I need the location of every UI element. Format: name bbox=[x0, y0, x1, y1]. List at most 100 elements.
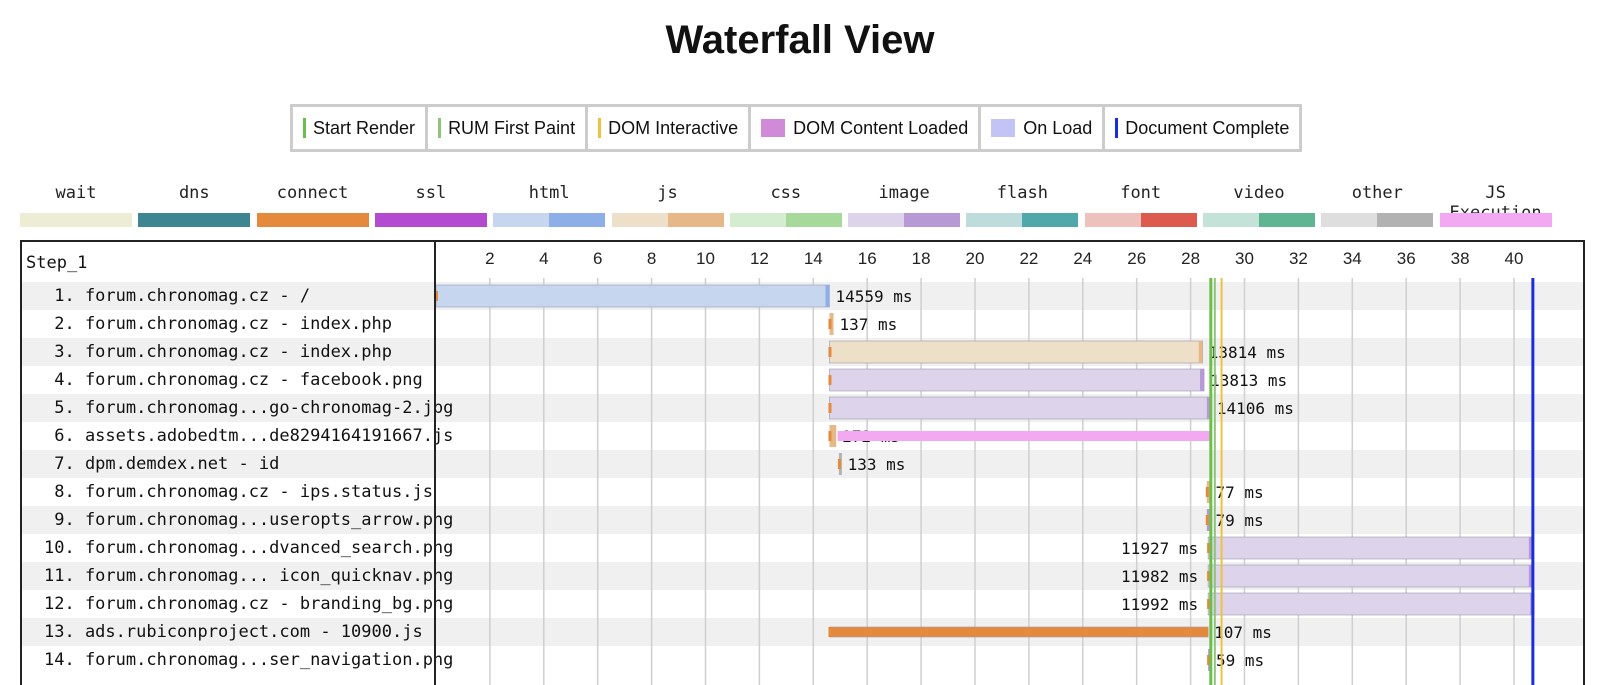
type-legend-bar bbox=[966, 213, 1079, 227]
request-connect-tick bbox=[1205, 487, 1209, 497]
type-legend-other: other bbox=[1321, 183, 1434, 227]
type-legend-video: video bbox=[1203, 183, 1315, 227]
type-legend-bar bbox=[848, 213, 961, 227]
request-duration-label: 14559 ms bbox=[835, 287, 912, 306]
request-duration-label: 133 ms bbox=[848, 455, 906, 474]
x-tick-label: 18 bbox=[912, 249, 931, 268]
legend-label: Document Complete bbox=[1125, 117, 1290, 138]
type-legend-label: ssl bbox=[415, 183, 447, 203]
x-tick-label: 20 bbox=[966, 249, 985, 268]
request-bar bbox=[829, 313, 834, 335]
row-background bbox=[22, 394, 1583, 422]
type-legend-js-execution: JS Execution bbox=[1439, 183, 1552, 227]
request-connect-tick bbox=[837, 459, 841, 469]
request-connect-tick bbox=[1207, 655, 1211, 665]
request-duration-label: 107 ms bbox=[1214, 623, 1272, 642]
type-legend-label: font bbox=[1120, 183, 1162, 203]
type-legend-ssl: ssl bbox=[374, 183, 487, 227]
request-row-label: 14. forum.chronomag...ser_navigation.png bbox=[44, 650, 454, 670]
request-connect-tick bbox=[828, 347, 832, 357]
request-row-label: 3. forum.chronomag.cz - index.php bbox=[44, 342, 392, 362]
request-bar-download bbox=[1206, 397, 1211, 419]
row-background bbox=[22, 506, 1583, 534]
request-connect-tick bbox=[828, 403, 832, 413]
type-legend-bar bbox=[1084, 213, 1197, 227]
type-legend-bar bbox=[611, 213, 724, 227]
request-bar bbox=[829, 626, 1209, 638]
type-legend-image: image bbox=[848, 183, 961, 227]
legend-item-rum-first-paint: RUM First Paint bbox=[428, 107, 589, 149]
type-legend-connect: connect bbox=[256, 183, 369, 227]
type-legend-label: wait bbox=[55, 183, 97, 203]
type-legend-label: other bbox=[1351, 183, 1403, 203]
x-tick-label: 40 bbox=[1505, 249, 1524, 268]
request-connect-tick bbox=[1205, 515, 1209, 525]
request-connect-tick bbox=[828, 319, 832, 329]
type-legend-label: dns bbox=[178, 183, 210, 203]
legend-item-document-complete: Document Complete bbox=[1105, 107, 1299, 149]
js-execution-span bbox=[837, 431, 1210, 441]
request-bar bbox=[829, 425, 837, 447]
legend-label: RUM First Paint bbox=[448, 117, 576, 138]
request-bar bbox=[829, 368, 1205, 392]
x-tick-label: 26 bbox=[1127, 249, 1146, 268]
x-tick-label: 24 bbox=[1073, 249, 1092, 268]
request-row-label: 9. forum.chronomag...useropts_arrow.png bbox=[44, 510, 454, 530]
request-bar-download bbox=[1528, 537, 1533, 559]
type-legend-wait: wait bbox=[20, 183, 132, 227]
request-duration-label: 11992 ms bbox=[1121, 595, 1198, 614]
x-tick-label: 12 bbox=[750, 249, 769, 268]
type-legend-bar bbox=[1439, 213, 1552, 227]
type-legend-label: js bbox=[657, 183, 678, 203]
legend-label: On Load bbox=[1023, 117, 1093, 138]
waterfall-plot: 2 4 6 8 10 12 14 16 18 20 22 24 26 28 30 32 34 36 38 401455… bbox=[435, 249, 1535, 685]
type-legend-flash: flash bbox=[966, 183, 1079, 227]
request-duration-label: 77 ms bbox=[1215, 483, 1263, 502]
request-row-label: 10. forum.chronomag...dvanced_search.png bbox=[44, 538, 454, 558]
row-background bbox=[22, 450, 1583, 478]
type-legend-bar bbox=[20, 213, 132, 227]
legend-item-start-render: Start Render bbox=[293, 107, 429, 149]
legend-item-dom-content-loaded: DOM Content Loaded bbox=[751, 107, 982, 149]
legend-label: DOM Interactive bbox=[608, 117, 739, 138]
request-row-label: 11. forum.chronomag... icon_quicknav.png bbox=[44, 566, 454, 586]
x-tick-label: 2 bbox=[485, 249, 494, 268]
request-duration-label: 59 ms bbox=[1216, 651, 1264, 670]
waterfall-chart: Step_1 1. forum.chronomag.cz - / 2. foru… bbox=[20, 240, 1585, 685]
step-label: Step_1 bbox=[26, 253, 88, 273]
x-tick-label: 36 bbox=[1397, 249, 1416, 268]
x-tick-label: 4 bbox=[539, 249, 548, 268]
type-legend-label: html bbox=[528, 183, 570, 203]
type-legend-label: connect bbox=[276, 183, 349, 203]
request-duration-label: 79 ms bbox=[1215, 511, 1263, 530]
request-type-legend: wait dns connect ssl html js css image flash font… bbox=[20, 183, 1590, 233]
type-legend-bar bbox=[374, 213, 487, 227]
request-row-label: 13. ads.rubiconproject.com - 10900.js bbox=[44, 622, 423, 642]
request-connect-tick bbox=[1207, 543, 1211, 553]
request-row-label: 4. forum.chronomag.cz - facebook.png bbox=[44, 370, 423, 390]
request-bar-download bbox=[1204, 627, 1209, 637]
request-duration-label: 11982 ms bbox=[1121, 567, 1198, 586]
request-connect-tick bbox=[1207, 599, 1211, 609]
request-duration-label: 137 ms bbox=[840, 315, 898, 334]
request-bar-download bbox=[1200, 369, 1205, 391]
type-legend-bar bbox=[256, 213, 369, 227]
request-row-label: 2. forum.chronomag.cz - index.php bbox=[44, 314, 392, 334]
x-tick-label: 30 bbox=[1235, 249, 1254, 268]
x-tick-label: 6 bbox=[593, 249, 602, 268]
type-legend-label: video bbox=[1233, 183, 1285, 203]
type-legend-label: flash bbox=[996, 183, 1048, 203]
x-tick-label: 38 bbox=[1451, 249, 1470, 268]
request-bar-download bbox=[1528, 565, 1533, 587]
type-legend-bar bbox=[1321, 213, 1434, 227]
type-legend-bar bbox=[1203, 213, 1315, 227]
type-legend-label: css bbox=[770, 183, 802, 203]
type-legend-label: JS Execution bbox=[1450, 183, 1542, 223]
row-background bbox=[22, 618, 1583, 646]
request-row-label: 5. forum.chronomag...go-chronomag-2.jpg bbox=[44, 398, 454, 418]
legend-label: DOM Content Loaded bbox=[793, 117, 969, 138]
x-tick-label: 16 bbox=[858, 249, 877, 268]
legend-swatch bbox=[991, 119, 1016, 137]
request-bar bbox=[1207, 536, 1534, 560]
type-legend-bar bbox=[138, 213, 251, 227]
